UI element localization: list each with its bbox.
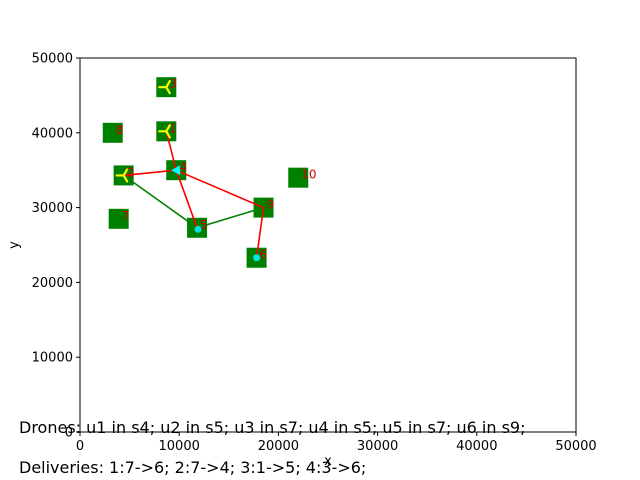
- station-label: 6: [260, 248, 268, 262]
- route-green: [196, 206, 264, 229]
- route-red: [175, 169, 198, 229]
- y-tick-label: 40000: [32, 126, 73, 141]
- station-label: 3: [169, 77, 177, 91]
- drone-layer: 1 2 3 4 5 6 7 8 9 10: [115, 77, 317, 262]
- x-axis-label: x: [324, 454, 332, 469]
- y-tick-label: 10000: [32, 351, 73, 366]
- route-red: [255, 207, 265, 258]
- drone-arm: [165, 80, 171, 89]
- station-label: 8: [116, 123, 124, 137]
- deliveries-caption: Deliveries: 1:7->6; 2:7->4; 3:1->5; 4:3-…: [19, 458, 367, 477]
- station-marker: [108, 208, 129, 229]
- route-red: [123, 169, 177, 177]
- y-tick-label: 50000: [32, 52, 73, 67]
- y-tick-label: 30000: [32, 201, 73, 216]
- station-marker: [102, 122, 123, 143]
- drone-marker: [158, 124, 171, 139]
- y-axis-label: y: [7, 241, 22, 249]
- x-tick-label: 10000: [159, 439, 200, 454]
- route-green: [123, 174, 198, 229]
- station-label: 10: [301, 168, 316, 182]
- station-marker: [288, 167, 309, 188]
- drone-marker-cyan: [171, 165, 181, 176]
- y-tick-label: 20000: [32, 276, 73, 291]
- x-tick-label: 0: [76, 439, 84, 454]
- drones-caption: Drones: u1 in s4; u2 in s5; u3 in s7; u4…: [19, 418, 526, 437]
- station-label: 4: [179, 160, 187, 174]
- station-label: 2: [127, 165, 135, 179]
- drone-marker: [158, 80, 171, 95]
- station-label: 9: [267, 198, 275, 212]
- route-layer: [123, 131, 265, 258]
- drone-dot: [194, 225, 202, 233]
- x-tick-label: 30000: [357, 439, 398, 454]
- drone-arm: [122, 174, 129, 183]
- drone-arm: [165, 124, 171, 133]
- x-tick-label: 40000: [456, 439, 497, 454]
- y-tick-label: 0: [65, 426, 73, 441]
- route-red: [175, 169, 264, 209]
- station-label: 7: [122, 209, 130, 223]
- x-tick-label: 20000: [258, 439, 299, 454]
- station-label: 1: [169, 121, 177, 135]
- drone-dot: [253, 254, 261, 262]
- station-marker: [253, 197, 274, 218]
- drone-marker: [115, 168, 129, 183]
- route-red: [165, 131, 177, 171]
- drone-arm: [165, 86, 171, 95]
- drone-arm: [165, 130, 171, 139]
- drone-arm: [122, 168, 129, 177]
- axes-layer: 0 10000 20000 30000 40000 50000 0 10000 20000 300…: [7, 52, 597, 470]
- x-tick-label: 50000: [555, 439, 596, 454]
- plot-frame: [79, 57, 577, 433]
- station-label: 5: [200, 218, 208, 232]
